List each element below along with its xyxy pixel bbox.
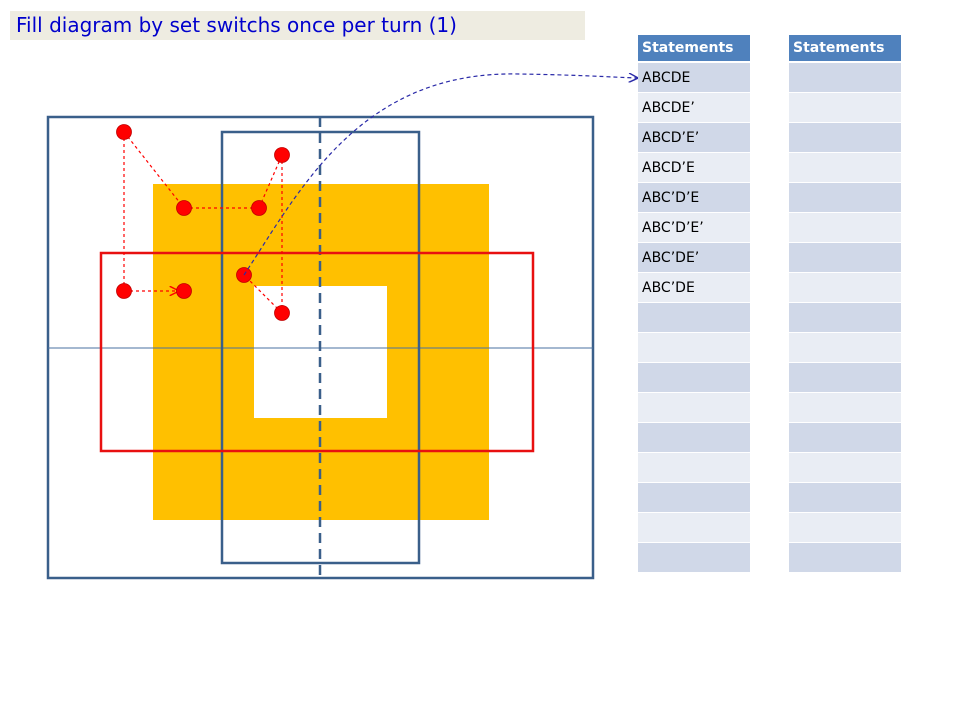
statement-cell xyxy=(789,423,901,453)
statement-cell xyxy=(789,333,901,363)
table-row xyxy=(789,453,901,483)
table-row xyxy=(789,363,901,393)
table-row xyxy=(638,513,750,543)
statement-cell xyxy=(638,303,750,333)
statements-table-left: Statements ABCDE ABCDE’ ABCD’E’ ABCD’E ABC’D… xyxy=(638,35,750,573)
table-body: ABCDE ABCDE’ ABCD’E’ ABCD’E ABC’D’E ABC’D’E’ A… xyxy=(638,63,750,573)
table-row xyxy=(789,93,901,123)
slide-title-text: Fill diagram by set switchs once per tur… xyxy=(16,13,457,37)
statement-cell xyxy=(638,333,750,363)
statement-cell xyxy=(789,453,901,483)
table-row xyxy=(789,123,901,153)
statement-cell: ABCDE’ xyxy=(638,93,750,123)
dot xyxy=(176,200,192,216)
statement-cell xyxy=(789,303,901,333)
table-body xyxy=(789,63,901,573)
statement-cell xyxy=(638,453,750,483)
dot xyxy=(116,124,132,140)
dot xyxy=(274,147,290,163)
table-row xyxy=(789,513,901,543)
statement-cell xyxy=(789,243,901,273)
statement-cell xyxy=(789,183,901,213)
statement-cell: ABC’D’E’ xyxy=(638,213,750,243)
statement-cell xyxy=(789,63,901,93)
dot xyxy=(251,200,267,216)
table-row xyxy=(789,183,901,213)
statement-cell xyxy=(789,543,901,573)
statement-cell xyxy=(638,393,750,423)
table-row: ABCDE xyxy=(638,63,750,93)
statement-cell xyxy=(638,513,750,543)
table-row xyxy=(638,453,750,483)
table-row xyxy=(638,543,750,573)
path-segment xyxy=(123,131,185,209)
table-row: ABC’D’E’ xyxy=(638,213,750,243)
red-set-rect xyxy=(99,251,535,453)
inner-set-rect xyxy=(220,130,421,565)
statement-cell: ABCD’E xyxy=(638,153,750,183)
statement-cell: ABC’D’E xyxy=(638,183,750,213)
table-row: ABCDE’ xyxy=(638,93,750,123)
table-row: ABCD’E’ xyxy=(638,123,750,153)
table-row xyxy=(638,363,750,393)
dot xyxy=(176,283,192,299)
table-row xyxy=(789,273,901,303)
table-row xyxy=(789,333,901,363)
slide-title: Fill diagram by set switchs once per tur… xyxy=(10,11,585,40)
table-row xyxy=(789,543,901,573)
table-row: ABC’DE’ xyxy=(638,243,750,273)
statement-cell: ABCDE xyxy=(638,63,750,93)
statement-cell xyxy=(789,153,901,183)
table-row xyxy=(789,243,901,273)
statement-cell xyxy=(789,513,901,543)
table-header: Statements xyxy=(638,35,750,63)
statement-link-arrow xyxy=(243,74,637,276)
table-row xyxy=(789,153,901,183)
statement-cell xyxy=(789,123,901,153)
table-row xyxy=(638,333,750,363)
statement-cell xyxy=(789,93,901,123)
dot xyxy=(274,305,290,321)
statement-cell xyxy=(789,273,901,303)
statement-cell: ABC’DE xyxy=(638,273,750,303)
statement-cell xyxy=(789,393,901,423)
path-segment xyxy=(243,274,283,314)
table-row xyxy=(638,423,750,453)
switch-dots xyxy=(116,124,290,321)
dot xyxy=(116,283,132,299)
table-row: ABC’DE xyxy=(638,273,750,303)
table-row xyxy=(789,423,901,453)
yellow-ring-region xyxy=(153,184,489,520)
table-row: ABC’D’E xyxy=(638,183,750,213)
statement-cell xyxy=(638,363,750,393)
table-row xyxy=(789,63,901,93)
table-row: ABCD’E xyxy=(638,153,750,183)
statement-cell xyxy=(789,213,901,243)
table-row xyxy=(789,393,901,423)
table-row xyxy=(789,483,901,513)
table-row xyxy=(789,303,901,333)
statement-cell xyxy=(638,543,750,573)
statements-table-right: Statements xyxy=(789,35,901,573)
statement-cell: ABCD’E’ xyxy=(638,123,750,153)
table-row xyxy=(789,213,901,243)
statement-cell xyxy=(789,483,901,513)
switch-path xyxy=(123,131,283,314)
table-header: Statements xyxy=(789,35,901,63)
table-row xyxy=(638,393,750,423)
statement-cell xyxy=(638,423,750,453)
table-row xyxy=(638,303,750,333)
path-segment xyxy=(258,154,283,209)
statement-cell: ABC’DE’ xyxy=(638,243,750,273)
table-row xyxy=(638,483,750,513)
statement-cell xyxy=(638,483,750,513)
statement-cell xyxy=(789,363,901,393)
